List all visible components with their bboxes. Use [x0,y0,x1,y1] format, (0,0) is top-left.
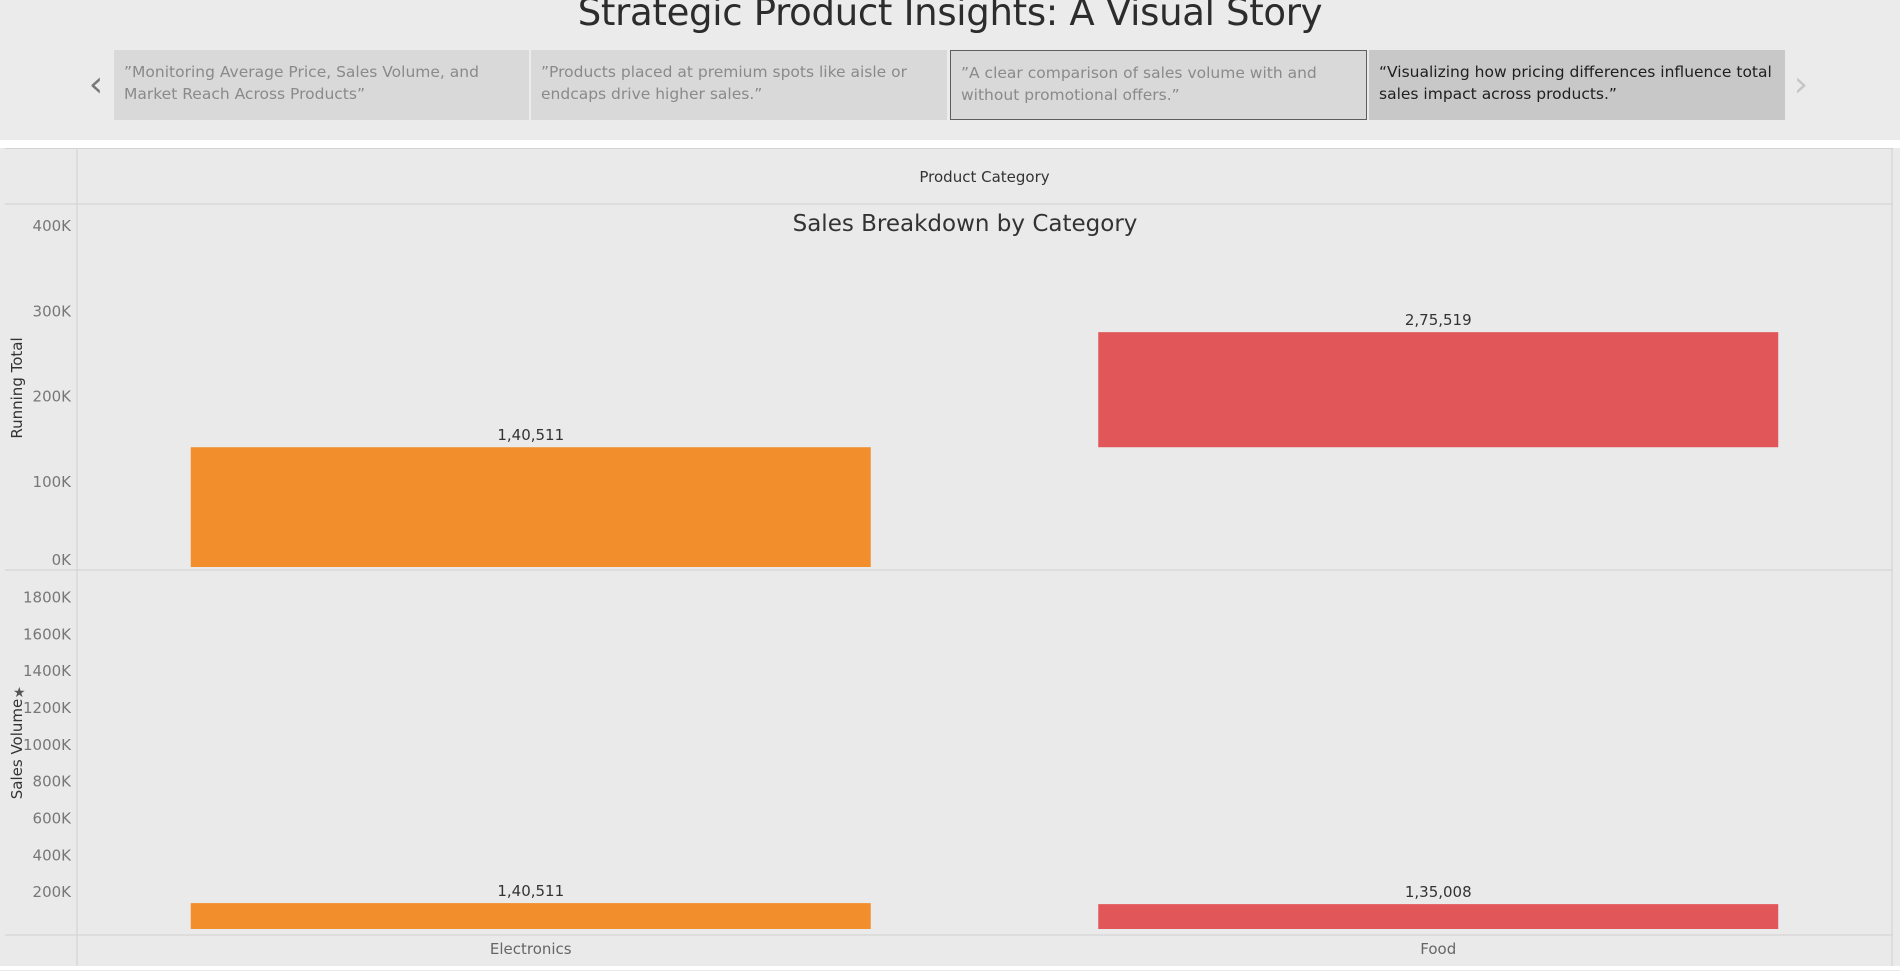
story-point-1[interactable]: ”Monitoring Average Price, Sales Volume,… [114,50,529,120]
story-header: Strategic Product Insights: A Visual Sto… [0,0,1900,140]
chart-area: Product Category Electronics Food Running T… [5,148,1893,967]
data-label: 2,75,519 [1405,311,1472,329]
y-tick-label: 100K [33,473,73,491]
bar-food[interactable] [1098,904,1779,929]
y-tick-label: 1200K [23,699,72,717]
x-tick-label: Electronics [490,940,572,958]
pin-icon[interactable]: ★ [13,685,26,701]
y-tick-label: 800K [33,773,73,791]
y-tick-label: 1600K [23,625,72,643]
bottom-edge [0,966,1900,970]
story-point-4-selected[interactable]: “Visualizing how pricing differences inf… [1369,50,1785,120]
y-tick-label: 1800K [23,588,72,606]
bar-electronics[interactable] [190,903,871,929]
data-label: 1,40,511 [497,426,564,444]
y-tick-label: 200K [33,388,73,406]
y-tick-label: 1400K [23,662,72,680]
chevron-left-icon[interactable]: ‹ [88,64,104,105]
story-title: Strategic Product Insights: A Visual Sto… [577,0,1323,34]
y-tick-label: 200K [33,883,73,901]
y-axis-title: Sales Volume [8,699,26,799]
divider [0,140,1900,148]
data-label: 1,35,008 [1405,883,1472,901]
bar-electronics[interactable] [190,447,871,567]
y-tick-label: 400K [33,846,73,864]
y-tick-label: 400K [33,217,73,235]
y-tick-label: 0K [52,551,73,569]
story-point-2[interactable]: ”Products placed at premium spots like a… [531,50,947,120]
y-tick-label: 300K [33,302,73,320]
column-header: Product Category [919,168,1049,186]
x-tick-label: Food [1420,940,1456,958]
chevron-right-icon[interactable]: › [1793,64,1809,105]
bar-food[interactable] [1098,332,1779,448]
y-tick-label: 1000K [23,736,72,754]
sales-breakdown-chart: Product Category Electronics Food Running T… [5,149,1893,967]
chart-title: Sales Breakdown by Category [793,211,1138,237]
y-axis-title: Running Total [8,337,26,438]
y-tick-label: 600K [33,809,73,827]
story-point-3[interactable]: ”A clear comparison of sales volume with… [950,50,1367,120]
data-label: 1,40,511 [497,882,564,900]
